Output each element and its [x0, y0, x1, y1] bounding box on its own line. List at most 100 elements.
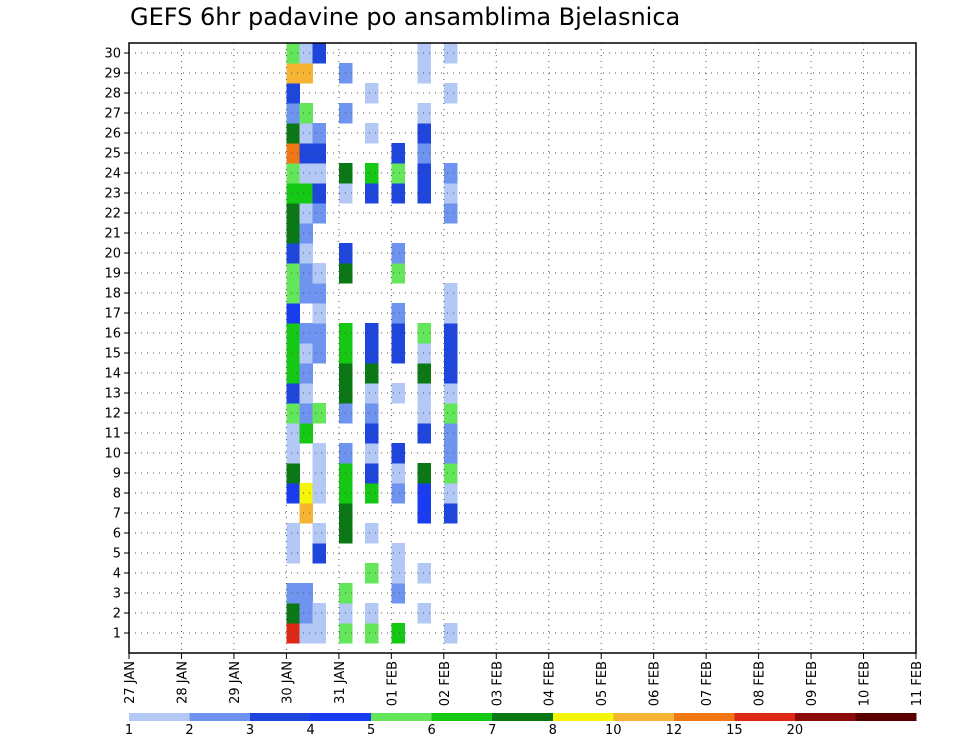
y-tick-label: 30 [104, 47, 121, 62]
heatmap-cell [391, 443, 405, 464]
heatmap-cell [286, 463, 300, 484]
y-tick-label: 13 [104, 387, 121, 402]
heatmap-cell [417, 423, 432, 444]
y-tick-label: 11 [104, 427, 121, 442]
heatmap-cell [391, 163, 405, 184]
y-tick-label: 19 [104, 267, 121, 282]
heatmap-cell [443, 503, 458, 524]
legend-swatch [734, 713, 796, 721]
x-tick-label: 27 JAN [123, 661, 138, 704]
heatmap-cell [299, 63, 314, 84]
y-tick-label: 1 [113, 627, 121, 642]
heatmap-cell [365, 363, 379, 384]
heatmap-cell [417, 383, 432, 404]
heatmap-cell [391, 343, 405, 364]
legend-swatch [250, 713, 312, 721]
heatmap-cell [365, 343, 379, 364]
y-tick-label: 24 [104, 167, 121, 182]
x-tick-label: 11 FEB [910, 661, 925, 706]
legend-swatch [431, 713, 493, 721]
heatmap-cell [286, 403, 300, 424]
legend-label: 20 [787, 723, 804, 738]
heatmap-cell [443, 83, 458, 104]
heatmap-cell [365, 163, 379, 184]
heatmap-cell [391, 563, 405, 584]
legend-swatch [794, 713, 856, 721]
heatmap-cell [286, 603, 300, 624]
heatmap-cell [286, 183, 300, 204]
heatmap-cell [443, 43, 458, 64]
x-tick-label: 29 JAN [228, 661, 243, 704]
y-tick-label: 23 [104, 187, 121, 202]
x-tick-label: 10 FEB [858, 661, 873, 706]
legend-label: 15 [726, 723, 743, 738]
y-tick-label: 25 [104, 147, 121, 162]
heatmap-cell [312, 623, 327, 644]
heatmap-cell [312, 263, 327, 284]
y-tick-label: 7 [113, 507, 121, 522]
heatmap-cell [365, 463, 379, 484]
heatmap-cell [312, 603, 327, 624]
legend-swatch [673, 713, 735, 721]
heatmap-cell [286, 443, 300, 464]
legend-swatch [310, 713, 372, 721]
heatmap-cell [312, 483, 327, 504]
x-tick-label: 03 FEB [490, 661, 505, 706]
heatmap-cell [365, 563, 379, 584]
y-tick-label: 26 [104, 127, 121, 142]
legend-label: 5 [367, 723, 375, 738]
heatmap-cell [365, 443, 379, 464]
y-tick-label: 18 [104, 287, 121, 302]
heatmap-cell [365, 83, 379, 104]
legend-swatch [129, 713, 190, 721]
heatmap-cell [365, 323, 379, 344]
heatmap-cell [443, 483, 458, 504]
heatmap-cell [299, 363, 314, 384]
heatmap-cell [312, 403, 327, 424]
y-tick-label: 3 [113, 587, 121, 602]
heatmap-cell [391, 383, 405, 404]
heatmap-cell [299, 123, 314, 144]
heatmap-cell [443, 443, 458, 464]
heatmap-cell [417, 403, 432, 424]
heatmap-cell [391, 623, 405, 644]
y-tick-label: 5 [113, 547, 121, 562]
x-tick-label: 31 JAN [333, 661, 348, 704]
heatmap-cell [443, 343, 458, 364]
heatmap-cell [299, 163, 314, 184]
heatmap-cell [299, 583, 314, 604]
heatmap-cell [443, 623, 458, 644]
legend-swatch [552, 713, 614, 721]
heatmap-cell [286, 263, 300, 284]
heatmap-cell [443, 363, 458, 384]
heatmap-cell [312, 43, 327, 64]
legend-label: 8 [549, 723, 557, 738]
heatmap-cell [299, 343, 314, 364]
heatmap-cell [417, 563, 432, 584]
y-tick-label: 27 [104, 107, 121, 122]
heatmap-cell [286, 523, 300, 544]
heatmap-cell [391, 303, 405, 324]
heatmap-cell [312, 543, 327, 564]
legend-label: 1 [125, 723, 133, 738]
y-axis: 1234567891011121314151617181920212223242… [104, 47, 129, 642]
legend-label: 4 [306, 723, 314, 738]
y-tick-label: 20 [104, 247, 121, 262]
y-tick-label: 14 [104, 367, 121, 382]
legend-label: 2 [185, 723, 193, 738]
heatmap-cell [286, 583, 300, 604]
heatmap-cell [443, 423, 458, 444]
legend-swatch [371, 713, 433, 721]
heatmap-cell [286, 483, 300, 504]
heatmap-cell [417, 43, 432, 64]
heatmap-cell [299, 603, 314, 624]
heatmap-cell [299, 283, 314, 304]
heatmap-cell [365, 183, 379, 204]
heatmap-cell [443, 383, 458, 404]
x-tick-label: 28 JAN [175, 661, 190, 704]
y-tick-label: 10 [104, 447, 121, 462]
heatmap-cell [443, 183, 458, 204]
heatmap-cell [365, 123, 379, 144]
heatmap-cell [391, 143, 405, 164]
heatmap-cell [286, 243, 300, 264]
